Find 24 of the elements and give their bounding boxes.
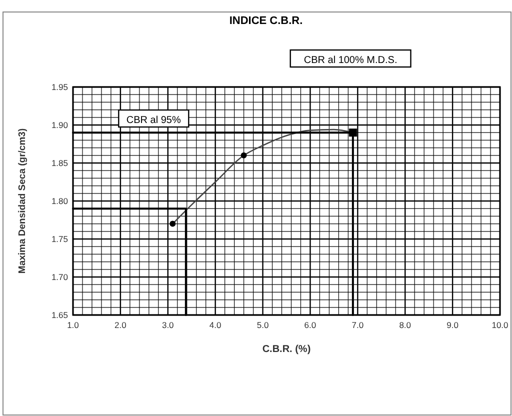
point (170, 220, 176, 227)
x-tick-label: 8.0 (399, 320, 412, 330)
y-tick-label: 1.70 (51, 272, 68, 282)
y-tick-label: 1.80 (51, 196, 68, 206)
point (240, 152, 247, 158)
annotation: CBR al 95% (126, 115, 181, 126)
text: CBR al 100% M.D.S. (304, 55, 398, 66)
y-tick-label: 1.85 (51, 158, 68, 168)
y-tick-label: 1.75 (51, 234, 68, 244)
x-tick-label: 6.0 (304, 320, 316, 330)
y-tick-label: 1.65 (51, 310, 68, 320)
x-tick-label: 2.0 (114, 320, 127, 330)
x-tick-label: 3.0 (162, 320, 174, 330)
x-tick-label: 5.0 (256, 320, 269, 330)
y-axis-title: Maxima Densidad Seca (gr/cm3) (17, 128, 28, 274)
x-tick-label: 4.0 (209, 320, 222, 330)
x-axis-title: C.B.R. (%) (262, 344, 311, 355)
x-tick-label: 9.0 (446, 320, 459, 330)
y-tick-label: 1.90 (51, 120, 68, 130)
chart-title: INDICE C.B.R. (229, 15, 303, 27)
x-tick-label: 1.0 (67, 320, 80, 330)
x-tick-label: 10.0 (492, 320, 509, 330)
y-tick-label: 1.95 (51, 82, 68, 92)
x-tick-label: 7.0 (352, 320, 364, 330)
